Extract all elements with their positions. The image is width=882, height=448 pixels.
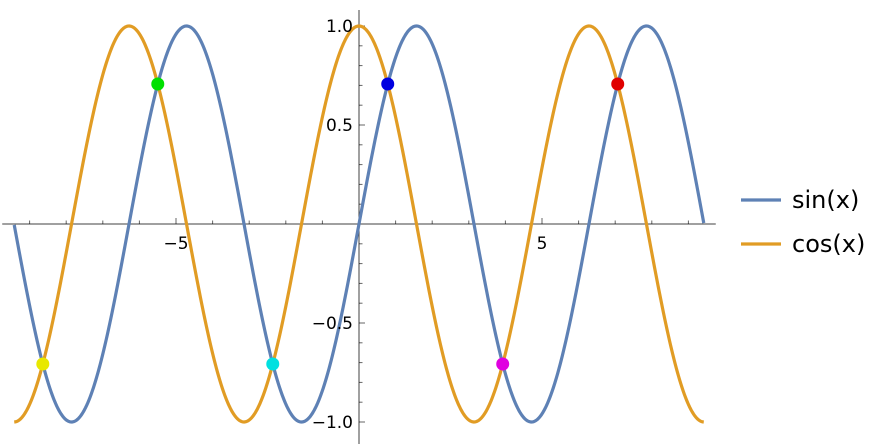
y-tick-label: 0.5 (326, 116, 353, 136)
y-tick-label: 1.0 (326, 17, 353, 37)
legend: sin(x) cos(x) (741, 186, 865, 258)
intersection-point (381, 77, 395, 91)
x-tick-label: −5 (163, 234, 188, 254)
intersection-point (151, 77, 165, 91)
series-layer (12, 24, 706, 424)
series-line-sin (12, 24, 706, 424)
x-tick-label: 5 (537, 234, 548, 254)
y-tick-label: −0.5 (312, 314, 353, 334)
legend-label-cos: cos(x) (792, 230, 865, 258)
intersection-point (36, 357, 50, 371)
intersection-point (266, 357, 280, 371)
intersection-point (496, 357, 510, 371)
intersection-points (36, 77, 625, 371)
series-line-cos (13, 24, 705, 424)
legend-entry-cos: cos(x) (741, 230, 865, 258)
legend-label-sin: sin(x) (792, 186, 859, 214)
y-tick-label: −1.0 (312, 413, 353, 433)
legend-entry-sin: sin(x) (741, 186, 859, 214)
tick-labels: −5 5 1.0 0.5 −0.5 −1.0 (163, 17, 547, 433)
intersection-point (611, 77, 625, 91)
